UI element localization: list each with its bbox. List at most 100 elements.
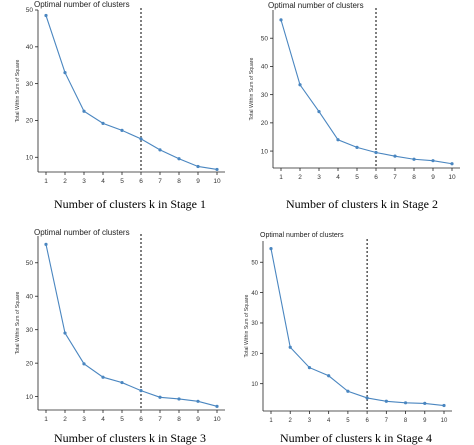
- y-axis-label: Total Within Sum of Square: [15, 291, 21, 354]
- x-tick-label: 7: [158, 416, 162, 423]
- x-tick-label: 8: [404, 418, 408, 424]
- x-tick-label: 5: [120, 416, 124, 423]
- x-tick-label: 7: [393, 174, 397, 181]
- x-tick-label: 4: [101, 416, 105, 423]
- x-tick-label: 5: [346, 418, 350, 424]
- x-tick-label: 6: [365, 418, 369, 424]
- data-point: [288, 345, 292, 349]
- panel-stage-2: Optimal number of clusters 10 20 30 40 50 1 2 3 4…: [249, 1, 460, 211]
- x-tick-label: 2: [289, 418, 293, 424]
- data-point: [196, 399, 200, 403]
- y-tick-label: 20: [26, 118, 34, 125]
- x-tick-label: 4: [101, 178, 105, 185]
- x-tick-label: 5: [120, 178, 124, 185]
- x-tick-label: 9: [196, 416, 200, 423]
- stage-caption: Number of clusters k in Stage 1: [54, 197, 206, 211]
- y-tick-label: 10: [26, 394, 34, 401]
- x-tick-label: 10: [213, 178, 221, 185]
- data-point: [442, 403, 446, 408]
- y-tick-label: 20: [251, 352, 258, 358]
- data-point: [269, 246, 273, 251]
- y-tick-label: 10: [261, 148, 269, 155]
- data-point: [196, 164, 200, 169]
- data-point: [355, 145, 359, 150]
- x-tick-label: 2: [63, 416, 67, 423]
- data-point: [158, 148, 162, 152]
- y-axis-label: Total Within Sum of Square: [244, 294, 250, 357]
- data-point: [63, 70, 67, 75]
- data-point: [139, 388, 143, 393]
- data-point: [423, 401, 427, 406]
- chart-title: Optimal number of clusters: [260, 232, 344, 239]
- y-tick-label: 40: [261, 64, 269, 71]
- data-point: [317, 109, 321, 114]
- data-point: [307, 365, 312, 370]
- x-tick-label: 3: [82, 178, 86, 185]
- y-tick-label: 20: [26, 360, 34, 367]
- x-tick-label: 10: [213, 416, 221, 423]
- x-tick-label: 4: [336, 174, 340, 181]
- series-line: [270, 248, 445, 407]
- data-point: [101, 375, 105, 379]
- x-tick-label: 9: [196, 178, 200, 185]
- x-tick-label: 6: [139, 178, 143, 185]
- data-point: [384, 399, 388, 403]
- panel-stage-3: Optimal number of clusters 10 20 30 40 50 1 2 3 4…: [15, 228, 225, 445]
- data-point: [120, 380, 124, 385]
- x-tick-label: 3: [308, 418, 312, 424]
- data-point: [215, 404, 219, 408]
- panel-stage-4: Optimal number of clusters 10 20 30 40 50 1 2 3 4…: [244, 232, 452, 445]
- data-point: [215, 167, 219, 172]
- y-tick-label: 50: [251, 260, 258, 266]
- y-tick-label: 30: [26, 327, 34, 334]
- data-point: [431, 159, 435, 163]
- data-point: [365, 396, 369, 400]
- x-tick-label: 8: [412, 174, 416, 181]
- x-tick-label: 2: [63, 178, 67, 185]
- x-tick-label: 2: [298, 174, 302, 181]
- x-tick-label: 7: [158, 178, 162, 185]
- x-tick-label: 6: [374, 174, 378, 181]
- x-tick-label: 6: [139, 416, 143, 423]
- data-point: [63, 331, 67, 335]
- y-tick-label: 50: [261, 35, 269, 42]
- data-point: [158, 395, 162, 399]
- y-tick-label: 40: [26, 293, 34, 300]
- y-axis-label: Total Within Sum of Square: [15, 59, 21, 122]
- data-point: [82, 109, 86, 113]
- x-tick-label: 4: [327, 418, 331, 424]
- y-axis-label: Total Within Sum of Square: [249, 57, 255, 120]
- data-point: [177, 157, 181, 161]
- stage-caption: Number of clusters k in Stage 2: [286, 197, 438, 211]
- y-tick-label: 40: [26, 44, 34, 51]
- y-tick-label: 30: [251, 321, 258, 327]
- series-line: [45, 15, 218, 170]
- data-point: [177, 397, 181, 401]
- y-tick-label: 40: [251, 291, 258, 297]
- series-line: [280, 19, 453, 165]
- data-point: [44, 242, 48, 246]
- y-tick-label: 50: [26, 7, 34, 14]
- chart-title: Optimal number of clusters: [268, 1, 364, 10]
- series-line: [45, 244, 218, 407]
- y-tick-label: 30: [261, 92, 269, 99]
- data-point: [327, 374, 331, 378]
- data-point: [412, 157, 416, 161]
- data-point: [336, 138, 340, 142]
- data-point: [279, 18, 283, 22]
- y-tick-label: 50: [26, 260, 34, 267]
- x-tick-label: 5: [355, 174, 359, 181]
- stage-caption: Number of clusters k in Stage 4: [280, 431, 432, 445]
- x-tick-label: 1: [44, 178, 48, 185]
- data-point: [101, 121, 105, 125]
- stage-caption: Number of clusters k in Stage 3: [54, 431, 206, 445]
- data-point: [120, 128, 124, 132]
- data-point: [44, 13, 48, 18]
- data-point: [82, 362, 86, 366]
- x-tick-label: 9: [423, 418, 427, 424]
- x-tick-label: 10: [441, 418, 448, 424]
- panel-stage-1: Optimal number of clusters 10 20 30 40 50 1 2 3 4…: [15, 0, 225, 211]
- x-tick-label: 8: [177, 178, 181, 185]
- y-tick-label: 10: [26, 154, 34, 161]
